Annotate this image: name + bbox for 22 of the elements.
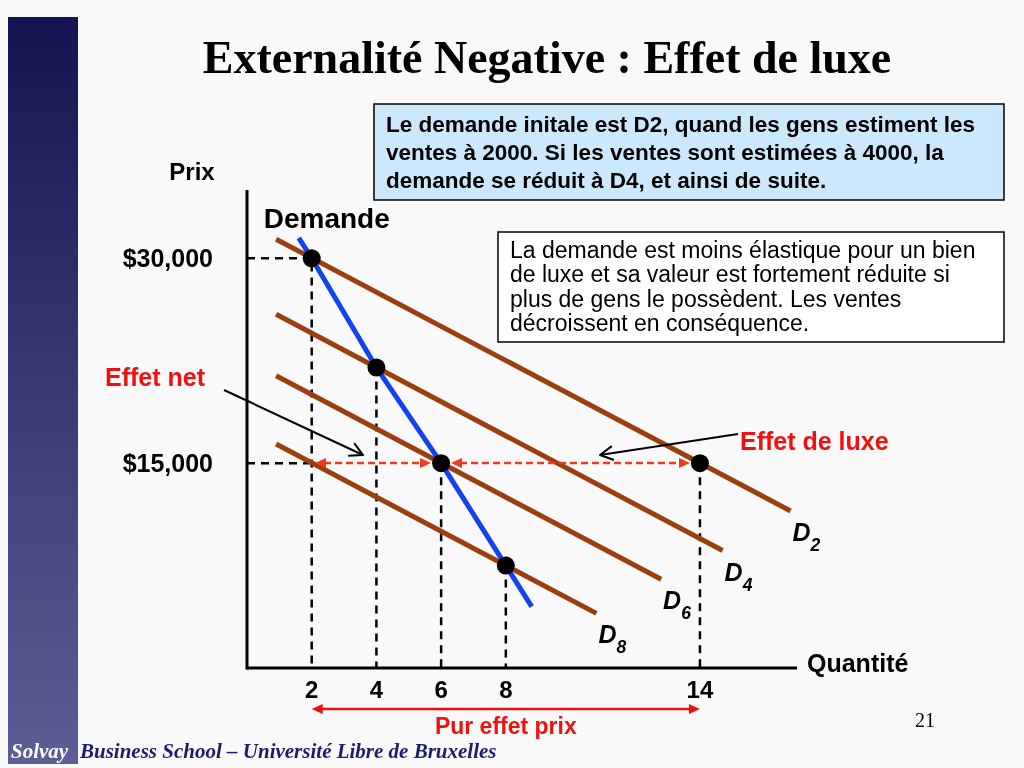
x-tick-label: 8 [499, 676, 513, 703]
text: Effet net [105, 362, 206, 391]
y-tick-label: $15,000 [122, 448, 213, 477]
x-axis-title: Quantité [807, 649, 909, 677]
annotation: Le demande initale est D2, quand les gens estiment les ventes à 2000. Si les ventes sont estimées à 4000, la demande se réduit à D4, et ainsi de suite. [386, 112, 975, 194]
x-tick-label: 14 [686, 676, 714, 703]
y-axis-title: Prix [169, 158, 216, 185]
annotation: La demande est moins élastique pour un bien de luxe et sa valeur est fortement réduite si plus de gens le possèdent. Les ventes décroissent en conséquence. [510, 236, 976, 337]
series-label: D$_{4}$ [724, 557, 753, 595]
chart-title: Externalité Negative : Effet de luxe [202, 32, 892, 83]
series-label: D$_{2}$ [792, 517, 821, 555]
annotation: Effet de luxe [740, 426, 889, 455]
x-tick-label: 2 [305, 676, 319, 703]
x-tick-label: 4 [369, 676, 384, 703]
y-tick-label: $30,000 [122, 244, 213, 273]
text: Pur effet prix [434, 713, 577, 739]
text: Solvay Business School – Université Libre de Bruxelles [11, 739, 497, 763]
series-label: D$_{6}$ [663, 586, 692, 624]
x-tick-label: 6 [434, 676, 448, 703]
text: 21 [915, 709, 935, 731]
series-label: D$_{8}$ [598, 620, 627, 658]
series-label: Demande [263, 202, 390, 234]
